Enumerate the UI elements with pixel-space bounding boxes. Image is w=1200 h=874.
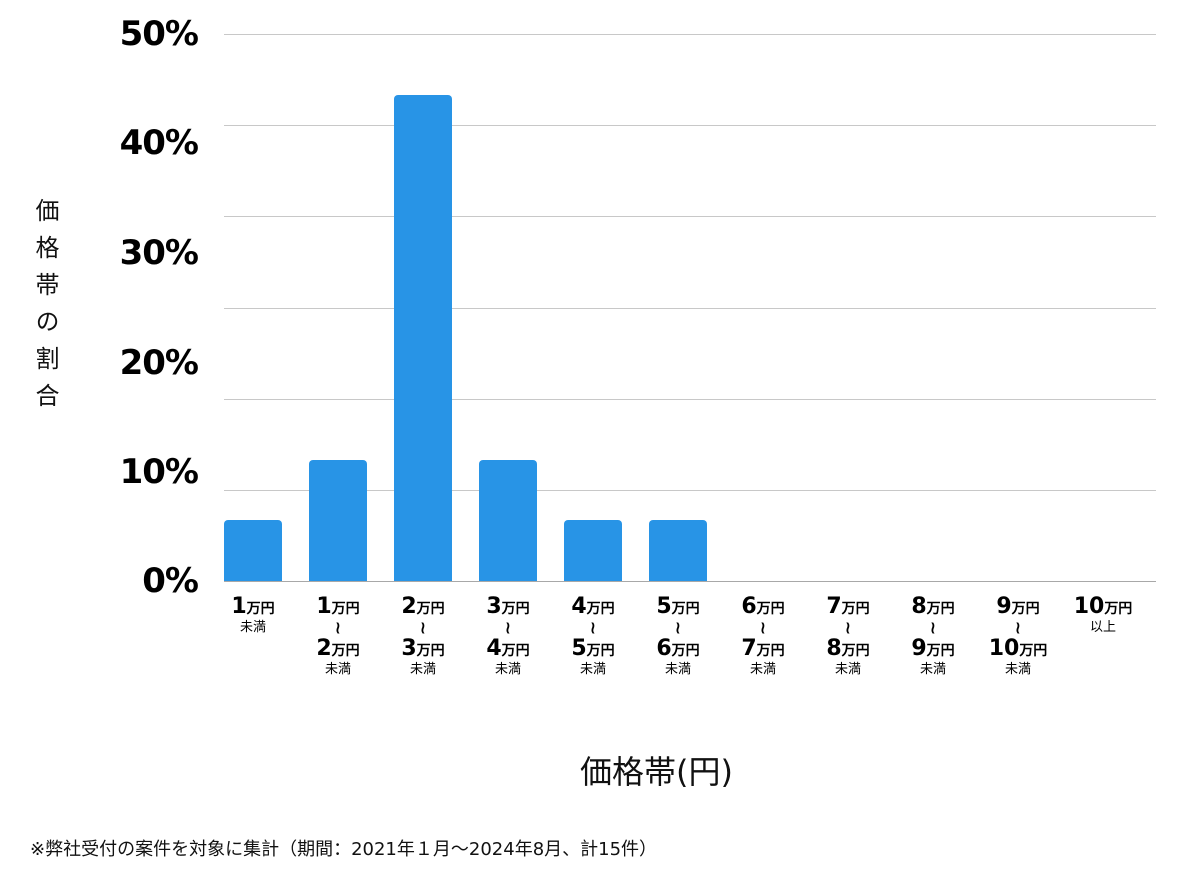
y-tick-label: 0% xyxy=(142,561,199,601)
x-category-label: 6万円 ≀ 7万円 未満 xyxy=(741,594,785,677)
bar xyxy=(224,519,282,581)
y-tick-label: 40% xyxy=(119,123,199,163)
y-tick-label: 50% xyxy=(119,14,199,54)
gridline xyxy=(224,34,1156,35)
x-category-label: 10万円 以上 xyxy=(1073,594,1133,635)
bar xyxy=(394,95,452,581)
gridline xyxy=(224,398,1156,400)
x-category-label: 5万円 ≀ 6万円 未満 xyxy=(656,594,700,677)
x-category-label: 1万円 ≀ 2万円 未満 xyxy=(316,594,360,677)
x-category-label: 2万円 ≀ 3万円 未満 xyxy=(401,594,445,677)
footnote: ※弊社受付の案件を対象に集計（期間：2021年１月〜2024年8月、計15件） xyxy=(30,839,658,860)
x-category-label: 3万円 ≀ 4万円 未満 xyxy=(486,594,530,677)
bar xyxy=(564,519,622,581)
gridline xyxy=(224,216,1156,218)
bar xyxy=(649,519,707,581)
x-category-label: 8万円 ≀ 9万円 未満 xyxy=(911,594,955,677)
bar xyxy=(479,459,537,581)
x-category-label: 9万円 ≀ 10万円 未満 xyxy=(988,594,1048,677)
bar xyxy=(309,459,367,581)
y-tick-label: 10% xyxy=(119,452,199,492)
y-tick-label: 30% xyxy=(119,233,199,273)
x-axis-baseline xyxy=(224,581,1156,582)
gridline xyxy=(224,307,1156,309)
y-axis-label: 価格帯の割合 xyxy=(31,198,59,420)
y-tick-label: 20% xyxy=(119,343,199,383)
x-category-label: 1万円 未満 xyxy=(231,594,275,635)
gridline xyxy=(224,125,1156,127)
x-category-label: 7万円 ≀ 8万円 未満 xyxy=(826,594,870,677)
x-category-label: 4万円 ≀ 5万円 未満 xyxy=(571,594,615,677)
x-axis-label: 価格帯(円) xyxy=(580,753,733,791)
gridline xyxy=(224,489,1156,491)
